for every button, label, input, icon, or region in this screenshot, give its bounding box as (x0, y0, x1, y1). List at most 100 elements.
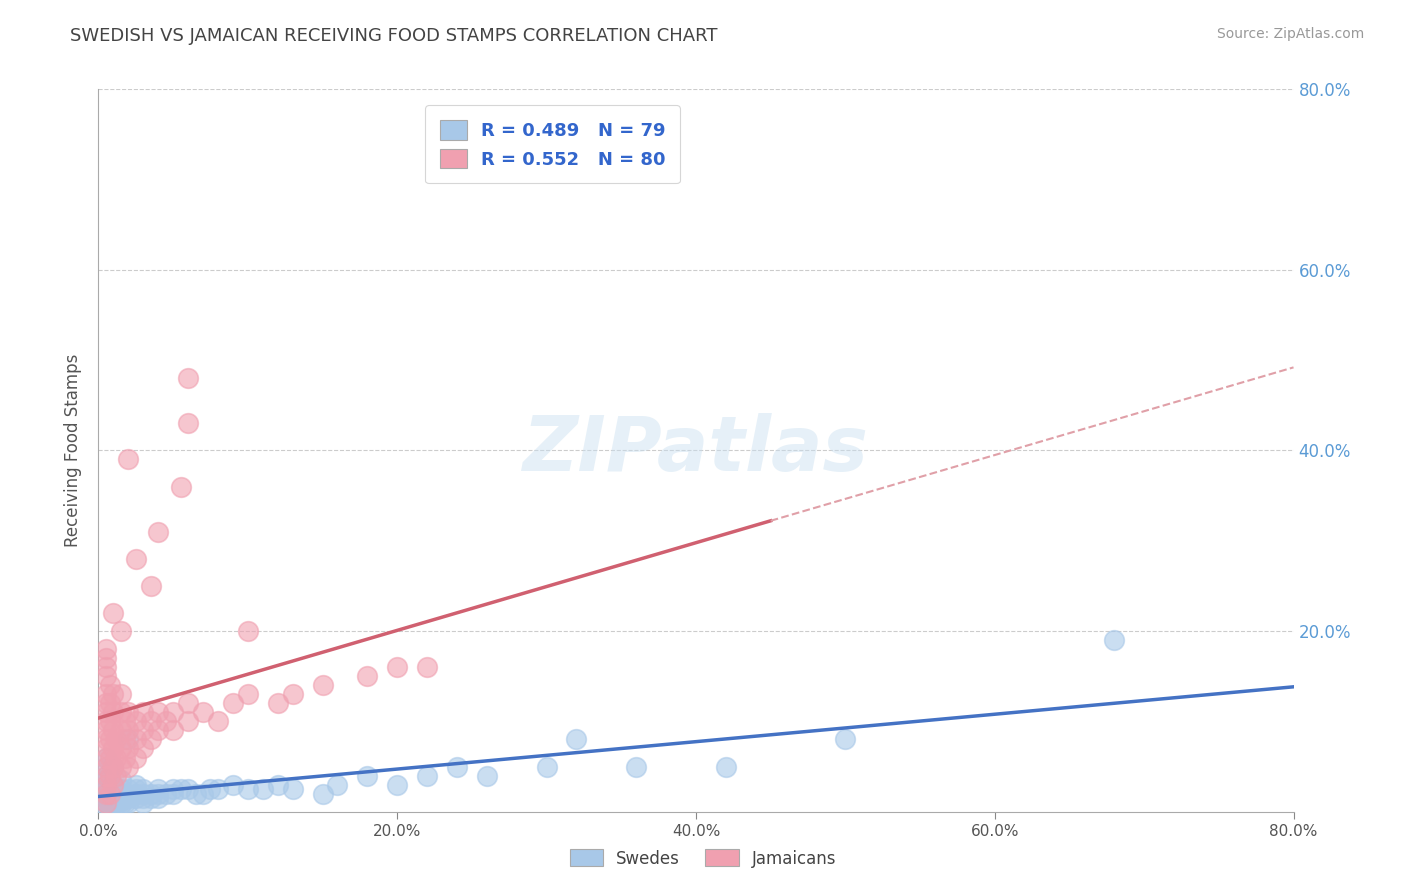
Point (114, 750, 136, 764)
Point (132, 782, 155, 797)
Point (125, 778, 148, 792)
Point (94, 759, 117, 773)
Point (117, 706, 139, 720)
Point (94, 759, 117, 773)
Point (110, 706, 132, 720)
Point (98, 800, 122, 814)
Point (114, 796, 136, 810)
Point (103, 706, 125, 720)
Point (1104, 633, 1126, 648)
Point (184, 787, 207, 801)
Point (94, 660, 117, 674)
Point (103, 787, 125, 801)
Point (416, 769, 439, 783)
Point (110, 687, 132, 701)
Point (132, 741, 155, 756)
Legend: R = 0.489   N = 79, R = 0.552   N = 80: R = 0.489 N = 79, R = 0.552 N = 80 (425, 105, 681, 183)
Point (191, 787, 214, 801)
Point (94, 651, 117, 665)
Point (385, 778, 409, 792)
Point (114, 714, 136, 729)
Point (103, 723, 125, 738)
Point (475, 769, 498, 783)
Point (236, 687, 259, 701)
Point (191, 706, 214, 720)
Point (139, 791, 162, 805)
Point (117, 732, 139, 747)
Point (207, 714, 229, 729)
Point (94, 669, 117, 683)
Point (98, 796, 122, 810)
Point (236, 624, 259, 639)
Point (117, 759, 139, 773)
Point (110, 759, 132, 773)
Point (110, 789, 132, 803)
Point (177, 782, 200, 797)
Point (105, 791, 128, 805)
Point (125, 782, 148, 797)
Point (148, 524, 170, 539)
Point (162, 782, 184, 797)
Point (98, 791, 122, 805)
Point (105, 769, 128, 783)
Point (162, 787, 184, 801)
Point (139, 579, 162, 593)
Text: Source: ZipAtlas.com: Source: ZipAtlas.com (1216, 27, 1364, 41)
Point (110, 782, 132, 797)
Point (94, 791, 117, 805)
Point (94, 741, 117, 756)
Point (94, 750, 117, 764)
Point (132, 787, 155, 801)
Point (125, 750, 148, 764)
Point (94, 750, 117, 764)
Point (139, 787, 162, 801)
Point (132, 723, 155, 738)
Point (117, 782, 139, 797)
Point (177, 714, 200, 729)
Point (177, 417, 200, 431)
Point (103, 759, 125, 773)
Point (94, 723, 117, 738)
Point (114, 787, 136, 801)
Point (536, 759, 558, 773)
Point (105, 750, 128, 764)
Point (98, 678, 122, 692)
Point (103, 778, 125, 792)
Point (125, 732, 148, 747)
Point (148, 723, 170, 738)
Point (98, 787, 122, 801)
Point (125, 791, 148, 805)
Point (94, 769, 117, 783)
Point (311, 787, 333, 801)
Point (110, 723, 132, 738)
Point (114, 732, 136, 747)
Point (222, 697, 245, 711)
Point (132, 796, 155, 810)
Point (117, 741, 139, 756)
Point (117, 452, 139, 467)
Point (98, 750, 122, 764)
Point (105, 787, 128, 801)
Point (105, 732, 128, 747)
Point (98, 769, 122, 783)
Point (565, 732, 588, 747)
Text: SWEDISH VS JAMAICAN RECEIVING FOOD STAMPS CORRELATION CHART: SWEDISH VS JAMAICAN RECEIVING FOOD STAMP… (70, 27, 718, 45)
Point (103, 796, 125, 810)
Point (222, 778, 245, 792)
Point (117, 723, 139, 738)
Point (169, 782, 191, 797)
Point (114, 791, 136, 805)
Point (132, 791, 155, 805)
Point (103, 782, 125, 797)
Point (94, 796, 117, 810)
Point (103, 741, 125, 756)
Point (103, 800, 125, 814)
Point (94, 778, 117, 792)
Point (281, 782, 304, 797)
Point (169, 480, 191, 494)
Point (94, 697, 117, 711)
Point (98, 732, 122, 747)
Point (103, 791, 125, 805)
Point (132, 706, 155, 720)
Point (148, 706, 170, 720)
